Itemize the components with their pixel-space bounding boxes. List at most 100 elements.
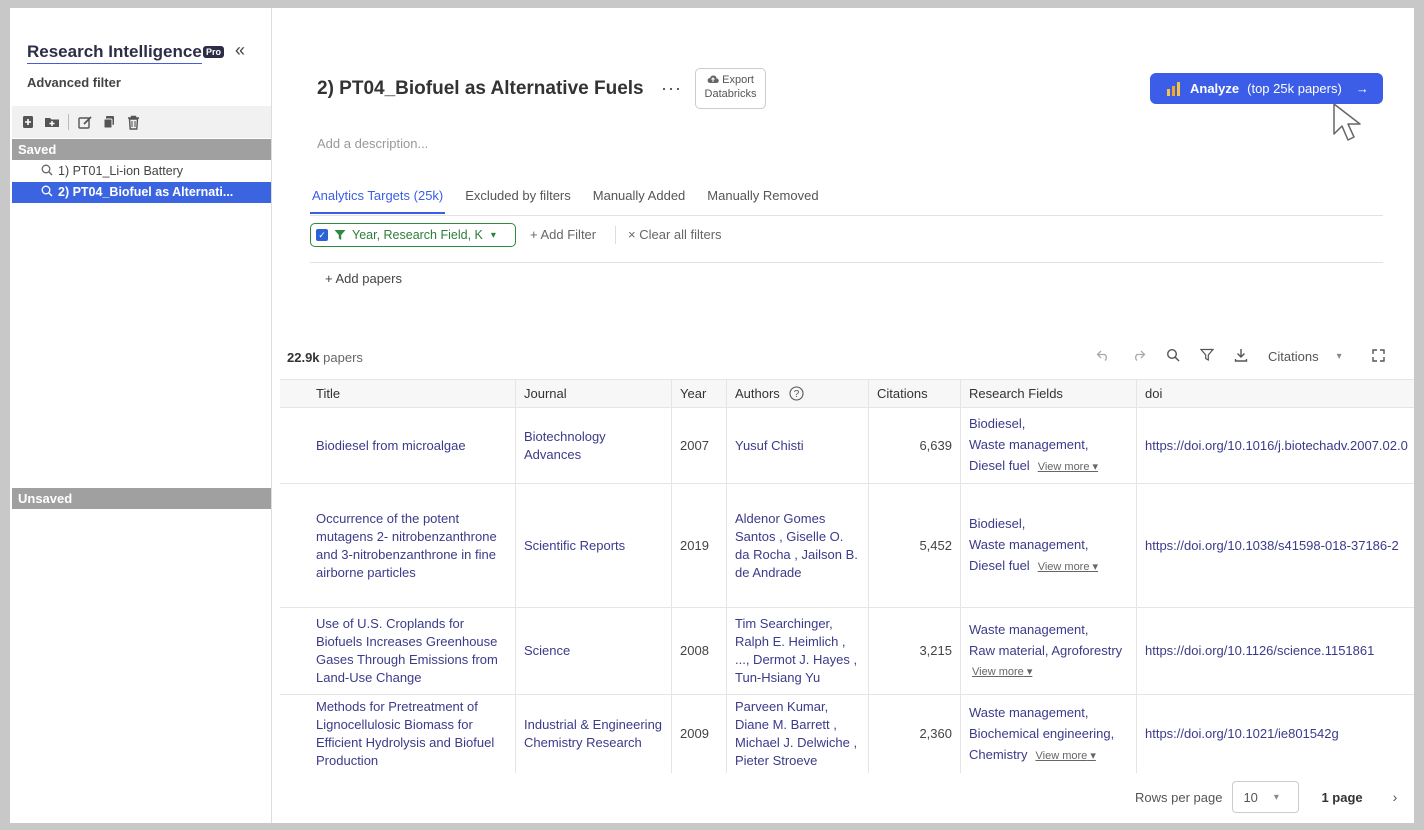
chevrons-left-icon[interactable]: « — [235, 40, 246, 60]
table-row[interactable]: Occurrence of the potent mutagens 2- nit… — [280, 484, 1414, 608]
field-tag[interactable]: Diesel fuel — [969, 558, 1030, 573]
paper-title-link[interactable]: Methods for Pretreatment of Lignocellulo… — [280, 695, 516, 773]
authors-link[interactable]: Yusuf Chisti — [727, 408, 869, 483]
field-tag[interactable]: Waste management, — [969, 704, 1089, 720]
filter-checkbox[interactable]: ✓ — [316, 229, 328, 241]
sort-label: Citations — [1268, 349, 1319, 364]
add-papers-button[interactable]: + Add papers — [325, 271, 402, 286]
table-row[interactable]: Biodiesel from microalgae Biotechnology … — [280, 408, 1414, 484]
view-more-button[interactable]: View more ▾ — [1037, 561, 1099, 573]
export-databricks-button[interactable]: Export Databricks — [695, 68, 766, 109]
field-tag[interactable]: Biochemical engineering, — [969, 725, 1115, 741]
undo-icon[interactable] — [1096, 349, 1111, 364]
research-fields-cell: Waste management, Biochemical engineerin… — [961, 695, 1137, 773]
sort-dropdown[interactable]: Citations ▾ — [1268, 349, 1342, 364]
field-tag[interactable]: Waste management, — [969, 437, 1089, 452]
authors-link[interactable]: Aldenor Gomes Santos , Giselle O. da Roc… — [727, 484, 869, 607]
chevron-down-icon: ▾ — [1273, 791, 1279, 803]
mouse-cursor-icon — [1333, 103, 1361, 141]
year-cell: 2009 — [672, 695, 727, 773]
toolbar-divider — [68, 114, 69, 130]
rows-per-page-value: 10 — [1243, 789, 1258, 805]
help-icon[interactable]: ? — [789, 386, 804, 401]
column-header-research-fields[interactable]: Research Fields — [961, 380, 1137, 408]
rows-per-page-select[interactable]: 10 ▾ — [1232, 781, 1300, 813]
field-tag[interactable]: Biodiesel, — [969, 516, 1026, 531]
download-icon[interactable] — [1234, 348, 1248, 365]
more-options-icon[interactable]: ··· — [661, 78, 682, 98]
journal-link[interactable]: Scientific Reports — [516, 484, 672, 607]
tab-excluded-by-filters[interactable]: Excluded by filters — [465, 188, 571, 203]
view-more-label: View more — [1037, 561, 1090, 573]
analyze-label: Analyze — [1190, 81, 1240, 96]
sidebar-subtitle: Advanced filter — [27, 75, 121, 90]
filter-icon[interactable] — [1199, 348, 1215, 365]
research-fields-cell: Biodiesel, Waste management, Diesel fuel… — [961, 484, 1137, 607]
column-header-citations[interactable]: Citations — [869, 380, 961, 408]
column-header-journal[interactable]: Journal — [516, 380, 672, 408]
year-cell: 2008 — [672, 608, 727, 694]
doi-link[interactable]: https://doi.org/10.1126/science.1151861 — [1145, 643, 1375, 658]
table-row[interactable]: Use of U.S. Croplands for Biofuels Incre… — [280, 608, 1414, 695]
field-tag[interactable]: Biodiesel, — [969, 416, 1026, 431]
field-tag[interactable]: Raw material, Agroforestry — [969, 643, 1123, 658]
unsaved-section-header[interactable]: Unsaved — [12, 488, 271, 509]
tab-analytics-targets[interactable]: Analytics Targets (25k) — [310, 186, 446, 214]
field-tag[interactable]: Chemistry — [969, 746, 1028, 762]
column-header-year[interactable]: Year — [672, 380, 727, 408]
view-more-button[interactable]: View more ▾ — [1037, 461, 1099, 473]
saved-item-label: 2) PT04_Biofuel as Alternati... — [58, 185, 234, 199]
clear-all-filters-button[interactable]: × Clear all filters — [628, 227, 722, 242]
view-more-button[interactable]: View more ▾ — [972, 666, 1033, 678]
new-file-icon[interactable] — [20, 114, 36, 130]
saved-item-pt04[interactable]: 2) PT04_Biofuel as Alternati... — [12, 182, 271, 203]
new-folder-icon[interactable] — [44, 114, 60, 130]
journal-link[interactable]: Science — [516, 608, 672, 694]
search-icon[interactable] — [1166, 348, 1180, 365]
authors-header-label: Authors — [735, 386, 780, 401]
saved-item-label: 1) PT01_Li-ion Battery — [58, 164, 184, 178]
edit-icon[interactable] — [77, 114, 93, 130]
saved-item-pt01[interactable]: 1) PT01_Li-ion Battery — [12, 161, 271, 182]
sidebar-title[interactable]: Research Intelligence — [27, 42, 202, 64]
main-panel: 2) PT04_Biofuel as Alternative Fuels ···… — [280, 8, 1414, 823]
doi-link[interactable]: https://doi.org/10.1021/ie801542g — [1145, 726, 1339, 741]
analyze-button[interactable]: Analyze (top 25k papers) → — [1150, 73, 1383, 104]
column-header-doi[interactable]: doi — [1145, 386, 1163, 401]
tab-manually-removed[interactable]: Manually Removed — [707, 188, 819, 203]
trash-icon[interactable] — [125, 114, 141, 130]
doi-link[interactable]: https://doi.org/10.1038/s41598-018-37186… — [1145, 537, 1399, 553]
search-icon — [41, 164, 53, 176]
fullscreen-icon[interactable] — [1371, 348, 1385, 365]
field-tag[interactable]: Diesel fuel — [969, 458, 1030, 473]
authors-link[interactable]: Parveen Kumar, Diane M. Barrett , Michae… — [727, 695, 869, 773]
column-header-authors[interactable]: Authors ? — [727, 380, 869, 408]
saved-section-header[interactable]: Saved — [12, 139, 271, 160]
filter-chip-label: Year, Research Field, K — [352, 228, 483, 242]
copy-icon[interactable] — [101, 114, 117, 130]
paper-title-link[interactable]: Biodiesel from microalgae — [280, 408, 516, 483]
field-tag[interactable]: Waste management, — [969, 537, 1089, 552]
add-filter-button[interactable]: + Add Filter — [530, 227, 597, 242]
journal-link[interactable]: Industrial & Engineering Chemistry Resea… — [516, 695, 672, 773]
active-filter-chip[interactable]: ✓ Year, Research Field, K ▾ — [310, 223, 516, 247]
next-page-icon[interactable]: › — [1392, 789, 1398, 805]
sidebar: Research Intelligence Pro « Advanced fil… — [10, 8, 272, 823]
paper-title-link[interactable]: Use of U.S. Croplands for Biofuels Incre… — [280, 608, 516, 694]
journal-link[interactable]: Biotechnology Advances — [516, 408, 672, 483]
search-icon — [41, 185, 53, 197]
pagination: Rows per page 10 ▾ 1 page › — [1135, 781, 1397, 813]
field-tag[interactable]: Waste management, — [969, 622, 1089, 637]
description-input[interactable]: Add a description... — [317, 136, 429, 151]
authors-link[interactable]: Tim Searchinger, Ralph E. Heimlich , ...… — [727, 608, 869, 694]
view-more-button[interactable]: View more ▾ — [1035, 749, 1096, 762]
table-row[interactable]: Methods for Pretreatment of Lignocellulo… — [280, 695, 1414, 773]
doi-link[interactable]: https://doi.org/10.1016/j.biotechadv.200… — [1145, 437, 1408, 453]
column-header-title[interactable]: Title — [280, 380, 516, 408]
paper-title-link[interactable]: Occurrence of the potent mutagens 2- nit… — [280, 484, 516, 607]
redo-icon[interactable] — [1131, 349, 1146, 364]
tab-manually-added[interactable]: Manually Added — [592, 188, 686, 203]
dataset-title[interactable]: 2) PT04_Biofuel as Alternative Fuels — [317, 78, 644, 99]
funnel-icon — [334, 230, 346, 240]
year-cell: 2007 — [672, 408, 727, 483]
